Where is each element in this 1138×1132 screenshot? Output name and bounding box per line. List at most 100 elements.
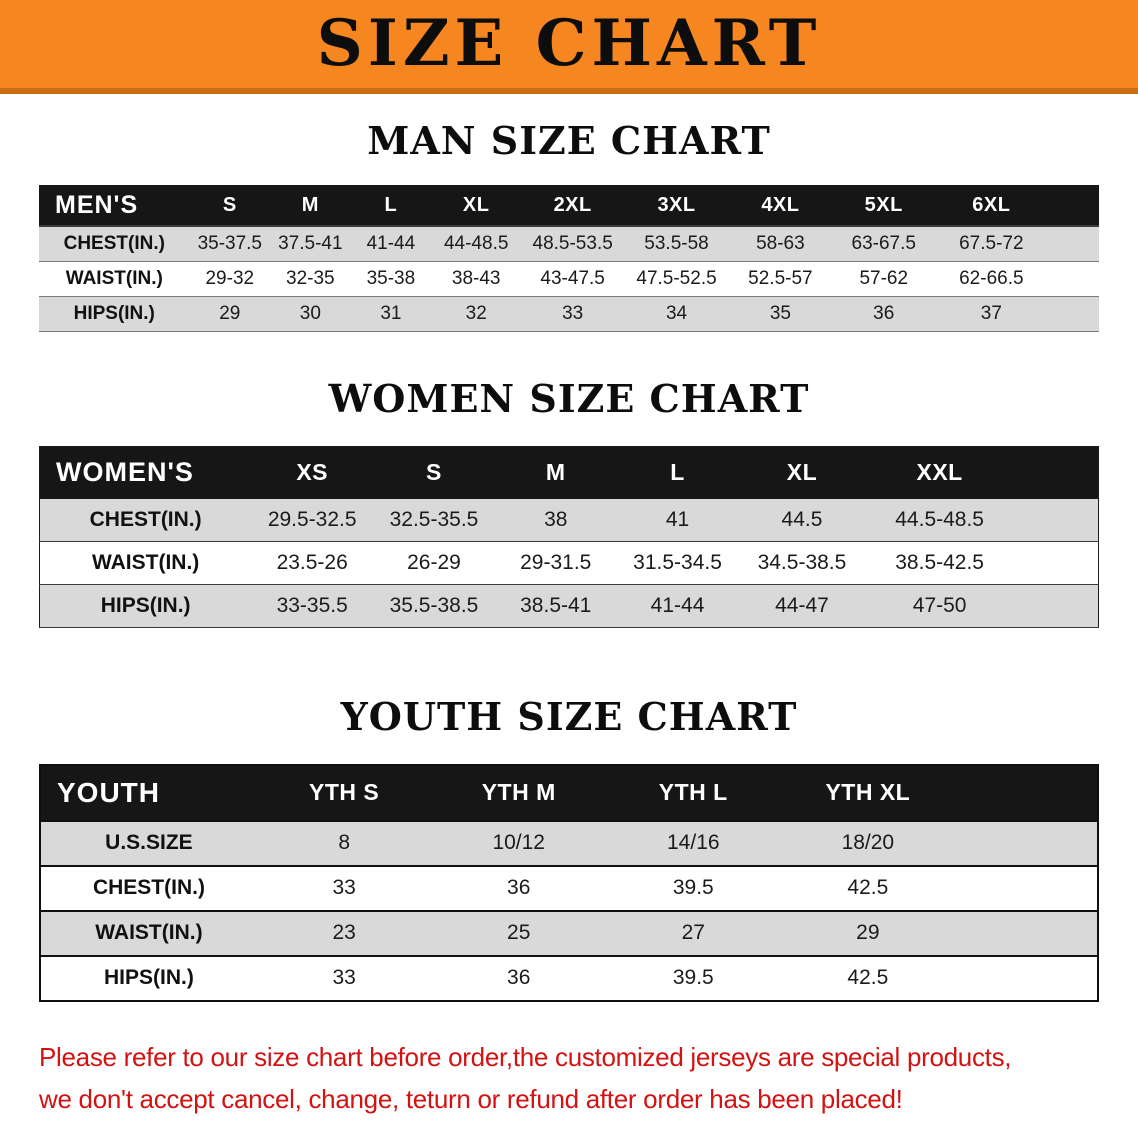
size-value-cell: 37.5-41 [278, 232, 343, 254]
size-column-header: XXL [865, 446, 1014, 498]
footer-note: Please refer to our size chart before or… [39, 1036, 1138, 1120]
data-row: CHEST(IN.) 35-37.5 37.5-41 41-44 44-48.5 48.5… [39, 226, 1099, 261]
size-value-cell: 33-35.5 [276, 593, 348, 617]
filler-cell [1047, 296, 1099, 331]
size-value-cell: 47-50 [912, 593, 967, 617]
size-column-header: XL [738, 446, 866, 498]
size-value-cell: 18/20 [841, 831, 895, 854]
size-value-cell: 41-44 [366, 232, 416, 254]
size-column-header: XS [251, 446, 374, 498]
size-value-cell: 53.5-58 [644, 232, 709, 254]
size-column-header: 2XL [521, 185, 625, 226]
size-value-cell: 32 [465, 302, 487, 324]
size-value-cell: 14/16 [667, 831, 720, 854]
size-value-cell: 38.5-41 [520, 593, 592, 617]
size-value-cell: 58-63 [756, 232, 805, 254]
size-value-cell: 42.5 [847, 876, 889, 899]
size-value-cell: 44-47 [775, 593, 829, 617]
filler-cell [1013, 446, 1099, 498]
size-value-cell: 52.5-57 [748, 267, 813, 289]
size-value-cell: 67.5-72 [959, 232, 1024, 254]
data-row: WAIST(IN.) 29-32 32-35 35-38 38-43 43-47.5 47.… [39, 261, 1099, 296]
men-size-chart-section: MAN SIZE CHART MEN'S S M L XL 2XL 3XL 4XL 5XL 6XL… [0, 122, 1138, 332]
filler-cell [955, 956, 1098, 1001]
data-row: WAIST(IN.) 23 25 27 29 [40, 910, 1098, 956]
men-size-table: MEN'S S M L XL 2XL 3XL 4XL 5XL 6XL CHEST(IN.) 35-37… [39, 185, 1099, 332]
size-column-header: M [270, 185, 351, 226]
data-row: HIPS(IN.) 33-35.5 35.5-38.5 38.5-41 41-44 44-… [39, 584, 1099, 627]
size-value-cell: 26-29 [407, 550, 461, 574]
filler-cell [955, 911, 1098, 956]
size-value-cell: 41-44 [650, 593, 705, 617]
size-value-cell: 31.5-34.5 [633, 550, 722, 574]
size-column-header: S [189, 185, 271, 226]
women-size-table: WOMEN'S XS S M L XL XXL CHEST(IN.) 29.5-32.5 32.5… [39, 445, 1099, 628]
size-column-header: L [616, 446, 739, 498]
size-value-cell: 35.5-38.5 [389, 593, 479, 617]
size-value-cell: 36 [507, 966, 531, 989]
size-value-cell: 38 [544, 507, 568, 531]
measurement-label: CHEST(IN.) [92, 876, 205, 899]
filler-cell [1014, 541, 1099, 584]
size-value-cell: 23.5-26 [276, 550, 348, 574]
header-row: WOMEN'S XS S M L XL XXL [39, 446, 1099, 498]
banner: SIZE CHART [0, 0, 1138, 94]
measurement-label: U.S.SIZE [105, 831, 193, 854]
size-column-header: M [494, 446, 617, 498]
size-value-cell: 33 [562, 302, 584, 324]
size-column-header: 3XL [624, 185, 729, 226]
size-value-cell: 57-62 [859, 267, 909, 289]
size-value-cell: 39.5 [672, 876, 714, 899]
size-column-header: XL [431, 185, 522, 226]
size-value-cell: 29.5-32.5 [267, 507, 357, 531]
size-value-cell: 35-37.5 [197, 232, 263, 254]
size-value-cell: 48.5-53.5 [532, 232, 613, 254]
data-row: U.S.SIZE 8 10/12 14/16 18/20 [40, 820, 1098, 866]
size-value-cell: 35 [769, 302, 791, 324]
measurement-label: WAIST(IN.) [95, 921, 203, 944]
data-row: CHEST(IN.) 29.5-32.5 32.5-35.5 38 41 44.5 44.5… [39, 498, 1099, 541]
header-row: MEN'S S M L XL 2XL 3XL 4XL 5XL 6XL [39, 185, 1099, 226]
size-value-cell: 43-47.5 [540, 267, 605, 289]
size-column-header: L [350, 185, 432, 226]
women-size-chart-heading: WOMEN SIZE CHART [328, 375, 810, 421]
size-value-cell: 25 [507, 921, 531, 944]
filler-cell [955, 821, 1098, 866]
size-value-cell: 62-66.5 [959, 267, 1024, 289]
filler-cell [1047, 261, 1099, 296]
data-row: HIPS(IN.) 33 36 39.5 42.5 [40, 955, 1098, 1001]
size-value-cell: 35-38 [366, 267, 416, 289]
note-line-1: Please refer to our size chart before or… [39, 1041, 1012, 1072]
size-value-cell: 8 [338, 831, 350, 854]
table-corner-label: MEN'S [39, 185, 190, 226]
table-corner-label: YOUTH [40, 764, 257, 821]
data-row: WAIST(IN.) 23.5-26 26-29 29-31.5 31.5-34.5 34… [39, 541, 1099, 584]
size-column-header: 4XL [729, 185, 832, 226]
size-value-cell: 29-32 [205, 267, 255, 289]
filler-cell [955, 866, 1098, 911]
measurement-label: HIPS(IN.) [73, 302, 155, 324]
size-value-cell: 29-31.5 [520, 550, 592, 574]
measurement-label: CHEST(IN.) [89, 507, 202, 531]
size-column-header: 6XL [935, 185, 1047, 226]
filler-cell [1014, 584, 1099, 627]
size-column-header: YTH L [606, 764, 781, 821]
data-row: HIPS(IN.) 29 30 31 32 33 34 35 36 37 [39, 296, 1099, 331]
data-row: CHEST(IN.) 33 36 39.5 42.5 [40, 865, 1098, 911]
size-column-header: S [373, 446, 495, 498]
size-value-cell: 44.5-48.5 [895, 507, 984, 531]
size-value-cell: 32.5-35.5 [389, 507, 479, 531]
filler-cell [1014, 498, 1099, 541]
note-line-2: we don't accept cancel, change, teturn o… [39, 1083, 903, 1114]
size-value-cell: 38.5-42.5 [895, 550, 984, 574]
men-size-chart-heading: MAN SIZE CHART [367, 118, 771, 163]
table-corner-label: WOMEN'S [39, 446, 252, 498]
size-value-cell: 33 [332, 876, 356, 899]
size-value-cell: 63-67.5 [851, 232, 916, 254]
size-value-cell: 33 [332, 966, 356, 989]
size-value-cell: 34.5-38.5 [757, 550, 847, 574]
size-value-cell: 37 [980, 302, 1002, 324]
header-row: YOUTH YTH S YTH M YTH L YTH XL [40, 764, 1098, 821]
size-value-cell: 39.5 [672, 966, 714, 989]
measurement-label: HIPS(IN.) [100, 593, 191, 617]
